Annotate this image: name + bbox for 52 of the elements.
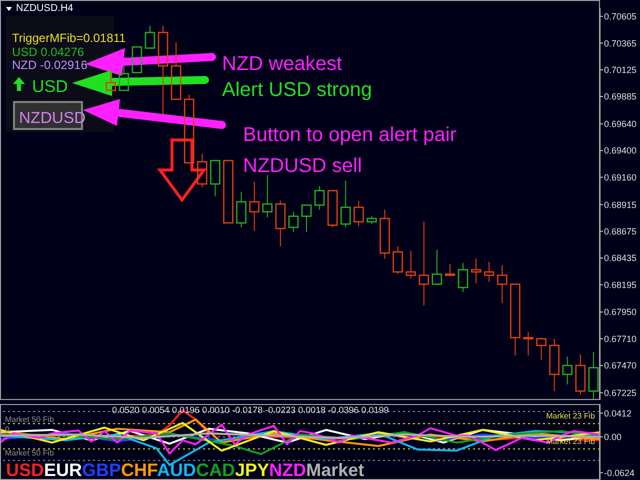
candlestick xyxy=(562,356,573,385)
series-label: NZD xyxy=(269,460,306,480)
series-label: CHF xyxy=(121,460,158,480)
y-tick-label: 0.67225 xyxy=(604,388,637,398)
y-tick-label: 0.70365 xyxy=(604,38,637,48)
y-tick-label: 0.00 xyxy=(604,432,622,442)
annotation: USD 0.04276 xyxy=(12,45,84,59)
y-tick-label: 0.69640 xyxy=(604,119,637,130)
candlestick xyxy=(262,174,273,218)
candlestick xyxy=(470,258,482,284)
annotation: Alert USD strong xyxy=(222,79,372,101)
annotation: NZD weakest xyxy=(222,53,342,75)
y-tick-label: 0.68675 xyxy=(604,226,637,236)
series-label: AUD xyxy=(157,460,196,480)
series-label: GBP xyxy=(82,460,122,480)
y-tick-label: 0.68435 xyxy=(604,253,637,264)
series-label: JPY xyxy=(235,460,270,480)
candlestick xyxy=(340,180,351,228)
ref-line-label: Market 50 Fib xyxy=(5,448,54,458)
annotation: USD xyxy=(32,77,68,96)
y-tick-label: 0.69885 xyxy=(604,92,637,102)
annotation: NZDUSD sell xyxy=(243,155,362,177)
y-tick-label: 0.69400 xyxy=(604,146,637,156)
series-label: EUR xyxy=(44,460,82,480)
chart-title: NZDUSD.H4 xyxy=(16,3,74,14)
candlestick xyxy=(418,221,430,306)
y-tick-label: 0.0412 xyxy=(604,408,632,418)
annotation: Button to open alert pair xyxy=(243,124,457,146)
candlestick xyxy=(249,181,260,232)
annotation: NZD -0.02916 xyxy=(12,58,88,72)
series-label: USD xyxy=(6,460,44,480)
y-tick-label: 0.67710 xyxy=(604,334,637,344)
annotation: TriggerMFib=0.01811 xyxy=(12,31,126,45)
y-tick-label: 0.67950 xyxy=(604,307,637,318)
candlestick xyxy=(497,264,508,304)
ref-line-label: Market 23 Fib xyxy=(546,412,596,421)
ref-line-label: Market 50 Fib xyxy=(5,415,54,424)
candlestick xyxy=(523,332,534,356)
y-tick-label: 0.70605 xyxy=(604,12,637,22)
y-tick-label: 0.68195 xyxy=(604,280,637,290)
y-tick-label: 0.69160 xyxy=(604,172,637,182)
y-tick-label: 0.67470 xyxy=(604,360,637,371)
y-tick-label: 0.70125 xyxy=(604,65,637,75)
y-tick-label: -0.0624 xyxy=(604,468,635,478)
annotation: NZDUSD xyxy=(19,110,86,127)
y-tick-label: 0.68915 xyxy=(604,200,637,210)
candlestick xyxy=(275,200,286,247)
series-label: CAD xyxy=(196,460,236,480)
candlestick xyxy=(197,153,208,188)
candlestick xyxy=(575,354,586,395)
candlestick xyxy=(380,209,390,260)
series-label: Market xyxy=(306,460,364,480)
